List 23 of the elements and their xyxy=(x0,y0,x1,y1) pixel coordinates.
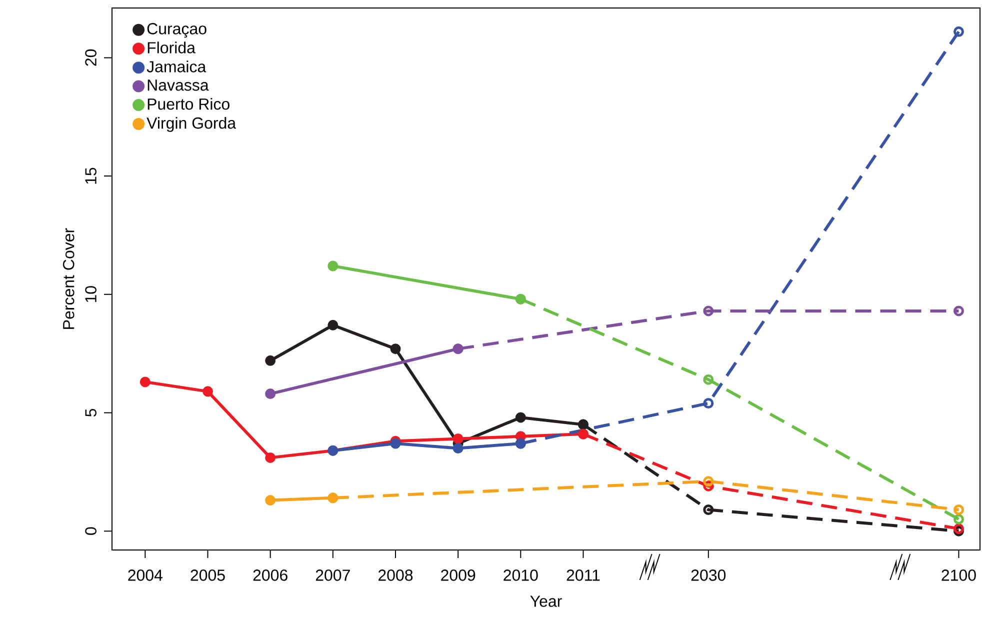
legend-label: Virgin Gorda xyxy=(146,117,236,132)
y-tick-label: 15 xyxy=(85,168,96,184)
y-tick-label: 0 xyxy=(85,527,96,535)
x-tick-label: 2006 xyxy=(253,570,288,581)
x-tick-label: 2004 xyxy=(128,570,162,581)
legend-label: Navassa xyxy=(148,80,209,91)
x-tick-label: 2007 xyxy=(316,570,350,581)
y-tick-label: 5 xyxy=(85,408,96,417)
x-tick-label: 2010 xyxy=(504,570,538,581)
x-tick-label: 2009 xyxy=(441,570,476,581)
legend-label: Curaçao xyxy=(147,23,206,38)
legend-label: Florida xyxy=(148,42,196,54)
x-tick-label: 2008 xyxy=(378,570,413,581)
legend-label: Puerto Rico xyxy=(148,98,230,110)
y-tick-label: 20 xyxy=(85,49,96,66)
y-tick-label: 10 xyxy=(85,286,96,302)
x-tick-label: 2100 xyxy=(942,570,976,581)
y-axis-title: Percent Cover xyxy=(62,228,74,329)
x-tick-label: 2011 xyxy=(566,570,600,581)
legend-label: Jamaica xyxy=(146,60,206,72)
x-tick-label: 2030 xyxy=(691,570,726,581)
x-tick-label: 2005 xyxy=(190,570,225,581)
x-axis-title: Year xyxy=(530,596,562,607)
